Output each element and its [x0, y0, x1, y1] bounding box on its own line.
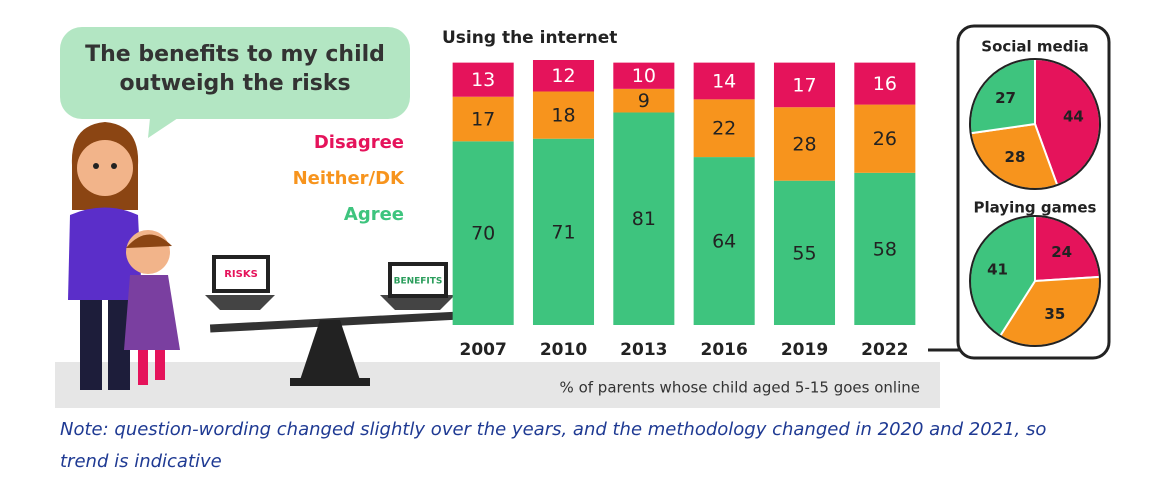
data-label: 17: [471, 109, 495, 131]
bar-segment: [613, 112, 675, 325]
data-label: 26: [873, 128, 897, 150]
pie-label: 44: [1063, 108, 1084, 126]
bar-segment: [452, 141, 514, 325]
data-label: 13: [471, 69, 495, 91]
data-label: 81: [632, 208, 656, 230]
data-label: 17: [792, 74, 816, 96]
bar-segment: [452, 62, 514, 97]
data-label: 14: [712, 70, 736, 92]
laptop-label: RISKS: [224, 269, 258, 280]
pie-title: Social media: [981, 38, 1088, 56]
footnote: trend is indicative: [60, 451, 222, 472]
bubble-line: The benefits to my child: [85, 42, 385, 67]
data-label: 58: [873, 238, 897, 260]
x-tick-label: 2016: [701, 340, 748, 360]
bar-segment: [773, 107, 836, 181]
data-label: 64: [712, 231, 736, 253]
data-label: 55: [792, 242, 816, 264]
speech-bubble: The benefits to my child outweigh the ri…: [60, 27, 410, 138]
pie-label: 24: [1051, 243, 1072, 261]
legend-label: Neither/DK: [293, 168, 405, 189]
child-figure: [124, 230, 180, 385]
chart-title: Using the internet: [442, 28, 617, 48]
x-axis-label: % of parents whose child aged 5-15 goes …: [560, 379, 920, 397]
data-label: 9: [638, 90, 650, 112]
pie-label: 35: [1044, 305, 1065, 323]
legend-label: Agree: [344, 204, 404, 225]
pie-outline: [969, 58, 1101, 190]
data-label: 18: [551, 105, 575, 127]
parent-figure: [68, 122, 142, 390]
bar-segment: [693, 62, 755, 100]
data-label: 70: [471, 223, 495, 245]
pie-outline: [969, 215, 1101, 347]
bar-segment: [773, 180, 836, 325]
pie-label: 28: [1005, 148, 1026, 166]
bar-segment: [613, 62, 675, 89]
bar-segment: [452, 96, 514, 142]
data-label: 10: [632, 65, 656, 87]
x-tick-label: 2022: [861, 340, 908, 360]
bar-segment: [773, 62, 836, 108]
data-label: 12: [551, 65, 575, 87]
bar-segment: [854, 172, 916, 325]
x-tick-label: 2013: [620, 340, 667, 360]
floor-strip: [55, 362, 940, 408]
pie-title: Playing games: [974, 199, 1097, 217]
footnote: Note: question-wording changed slightly …: [60, 419, 1046, 440]
bubble-line: outweigh the risks: [119, 71, 350, 96]
bar-segment: [854, 62, 916, 105]
bar-segment: [854, 104, 916, 173]
bar-segment: [532, 91, 595, 139]
data-label: 16: [873, 73, 897, 95]
data-label: 71: [551, 221, 575, 243]
balance-scale: RISKS BENEFITS: [205, 255, 461, 386]
laptop-label: BENEFITS: [394, 277, 443, 287]
bar-segment: [532, 138, 595, 325]
x-tick-label: 2019: [781, 340, 828, 360]
x-tick-label: 2007: [460, 340, 507, 360]
x-tick-label: 2010: [540, 340, 587, 360]
bar-segment: [613, 88, 675, 113]
bar-segment: [693, 157, 755, 325]
data-label: 22: [712, 118, 736, 140]
data-label: 28: [792, 133, 816, 155]
legend-label: Disagree: [314, 132, 404, 153]
bar-segment: [693, 99, 755, 158]
pie-label: 27: [995, 89, 1016, 107]
pie-label: 41: [987, 261, 1008, 279]
bar-segment: [532, 60, 595, 92]
